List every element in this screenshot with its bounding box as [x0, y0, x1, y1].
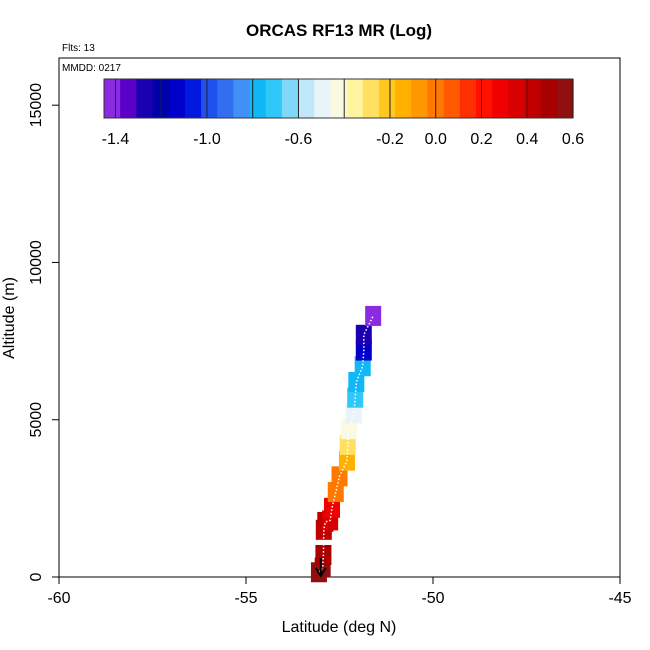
- flight-track: [318, 315, 374, 573]
- colorbar-swatch: [120, 79, 137, 118]
- colorbar-swatch: [540, 79, 558, 118]
- colorbar-tick-label: -0.6: [285, 131, 313, 148]
- colorbar-swatch: [168, 79, 186, 118]
- plot-area: [58, 57, 621, 578]
- data-point: [355, 324, 372, 345]
- colorbar-tick-label: -1.0: [193, 131, 221, 148]
- y-axis: 0 5000 10000 15000: [28, 83, 59, 581]
- x-tick-label: -55: [234, 590, 257, 607]
- colorbar-swatch: [362, 79, 380, 118]
- colorbar-swatch: [249, 79, 267, 118]
- colorbar-swatch: [395, 79, 412, 118]
- colorbar-swatch: [217, 79, 234, 118]
- colorbar-swatch: [281, 79, 299, 118]
- colorbar-swatch: [265, 79, 283, 118]
- y-tick-label: 0: [28, 572, 45, 581]
- data-point: [339, 434, 356, 455]
- colorbar-tick-label: 0.0: [425, 131, 447, 148]
- colorbar-swatch: [475, 79, 493, 118]
- colorbar-swatch: [314, 79, 332, 118]
- date-label: MMDD: 0217: [62, 63, 121, 74]
- colorbar-swatch: [330, 79, 348, 118]
- x-tick-label: -45: [608, 590, 631, 607]
- x-axis-label: Latitude (deg N): [282, 619, 397, 636]
- colorbar-swatch: [233, 79, 251, 118]
- flights-label: Flts: 13: [62, 43, 95, 54]
- colorbar-swatch: [378, 79, 396, 118]
- colorbar-swatch: [459, 79, 477, 118]
- y-tick-label: 10000: [28, 240, 45, 285]
- colorbar-swatch: [184, 79, 202, 118]
- y-tick-label: 5000: [28, 402, 45, 438]
- data-point: [348, 371, 365, 392]
- colorbar-tick-label: -1.4: [102, 131, 130, 148]
- colorbar-tick-label: -0.2: [376, 131, 404, 148]
- data-point: [327, 482, 344, 503]
- colorbar-swatch: [556, 79, 574, 118]
- data-point: [345, 403, 362, 424]
- data-point: [324, 497, 341, 518]
- colorbar-swatch: [508, 79, 526, 118]
- colorbar-swatch: [104, 79, 121, 118]
- data-point: [365, 305, 382, 326]
- y-tick-label: 15000: [28, 83, 45, 128]
- start-arrow-head: [314, 567, 327, 578]
- x-tick-label: -50: [421, 590, 444, 607]
- chart-title: ORCAS RF13 MR (Log): [246, 21, 432, 40]
- x-tick-label: -60: [47, 590, 70, 607]
- data-layer: [310, 305, 382, 583]
- x-axis: -60 -55 -50 -45: [47, 577, 632, 607]
- colorbar-swatch: [346, 79, 364, 118]
- colorbar-tick-label: 0.4: [516, 131, 538, 148]
- colorbar-swatch: [524, 79, 542, 118]
- colorbar-swatch: [298, 79, 315, 118]
- colorbar: -1.4 -1.0 -0.6 -0.2 0.0 0.2 0.4 0.6: [102, 78, 584, 148]
- colorbar-tick-label: 0.2: [470, 131, 492, 148]
- colorbar-swatch: [443, 79, 461, 118]
- colorbar-swatch: [492, 79, 509, 118]
- data-point: [354, 356, 371, 377]
- colorbar-tick-label: 0.6: [562, 131, 584, 148]
- y-axis-label: Altitude (m): [1, 277, 18, 359]
- colorbar-swatch: [201, 79, 218, 118]
- colorbar-swatch: [136, 79, 154, 118]
- colorbar-swatch: [411, 79, 429, 118]
